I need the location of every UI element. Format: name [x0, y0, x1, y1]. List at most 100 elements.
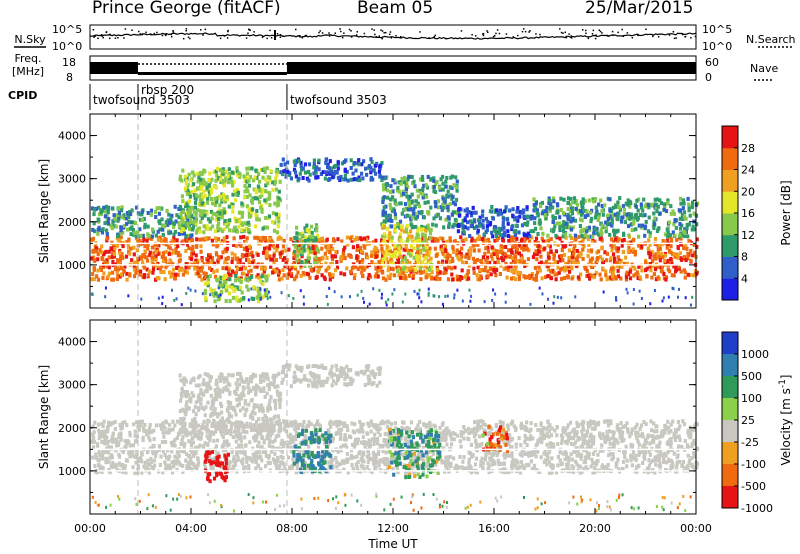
data-cell [266, 181, 270, 186]
data-cell [280, 276, 284, 281]
data-cell [273, 179, 277, 184]
data-cell [298, 232, 302, 236]
data-cell [133, 274, 137, 279]
data-cell [611, 432, 616, 437]
data-cell [266, 239, 270, 244]
data-cell [389, 218, 393, 223]
data-cell [481, 223, 485, 228]
data-cell [212, 438, 216, 443]
data-cell [200, 201, 204, 206]
data-cell [146, 462, 150, 467]
data-cell [218, 211, 222, 216]
data-cell [225, 284, 229, 289]
data-cell [296, 270, 300, 275]
data-cell [350, 421, 354, 426]
data-cells [90, 363, 700, 513]
data-cell [444, 184, 448, 189]
data-cell [176, 453, 181, 458]
data-cell [289, 176, 293, 181]
data-cell [479, 259, 483, 263]
data-cell [189, 457, 193, 462]
data-cell [537, 243, 541, 248]
data-cell [507, 264, 511, 269]
data-cell [515, 247, 519, 252]
data-cell [533, 216, 537, 221]
data-cell [435, 267, 439, 272]
data-cell [486, 237, 490, 242]
data-cell [292, 167, 297, 172]
data-cell [504, 261, 508, 266]
data-cell [245, 245, 249, 250]
nsky-dot [681, 33, 684, 36]
data-cell [216, 237, 221, 242]
data-cell [481, 213, 485, 218]
data-cell [396, 185, 400, 190]
data-cell [284, 248, 288, 253]
nsky-dot [434, 34, 437, 37]
data-cell [135, 248, 139, 253]
data-cell [109, 223, 113, 228]
data-cell [116, 218, 120, 223]
noise-cell [552, 301, 555, 305]
data-cell [583, 199, 587, 204]
data-cell [441, 174, 445, 179]
nsky-dot [622, 35, 625, 38]
data-cell [360, 171, 364, 176]
data-cell [234, 270, 238, 275]
data-cell [381, 460, 385, 465]
data-cell [342, 248, 346, 253]
data-cell [283, 264, 287, 268]
data-cell [681, 233, 685, 237]
data-cell [289, 273, 293, 278]
data-cell [581, 256, 585, 261]
data-cell [107, 249, 111, 254]
data-cell [692, 211, 696, 216]
data-cell [231, 205, 235, 210]
data-cell [308, 229, 312, 234]
data-cell [114, 224, 118, 229]
data-cell [562, 229, 566, 234]
data-cell [121, 230, 125, 235]
data-cell [586, 213, 590, 217]
data-cell [678, 233, 682, 238]
data-cell [376, 460, 380, 465]
data-cell [235, 169, 239, 173]
data-cell [635, 469, 639, 474]
data-cell [129, 220, 133, 225]
data-cell [316, 249, 321, 254]
data-cell [229, 176, 233, 181]
data-cell [415, 239, 419, 244]
data-cell [466, 269, 470, 274]
data-cell [581, 247, 585, 252]
data-cell [350, 240, 354, 245]
data-cell [245, 253, 249, 257]
data-cell [171, 272, 175, 277]
data-cell [382, 205, 386, 210]
data-cell [202, 189, 206, 194]
data-cell [148, 446, 152, 451]
nsky-dot [675, 37, 677, 39]
data-cell [658, 198, 662, 203]
data-cell [554, 277, 558, 282]
data-cell [645, 273, 649, 278]
data-cell [235, 229, 239, 234]
data-cell [225, 224, 229, 229]
data-cell [335, 170, 339, 175]
data-cell [669, 257, 673, 261]
data-cell [654, 237, 658, 241]
data-cell [291, 457, 295, 462]
data-cell [201, 182, 205, 187]
data-cell [343, 177, 348, 182]
data-cell [494, 225, 498, 230]
data-cell [624, 272, 628, 277]
nsearch-label: N.Search [746, 33, 796, 46]
data-cell [613, 259, 617, 264]
nave-tick-min: 0 [705, 71, 712, 84]
data-cell [107, 468, 111, 472]
data-cell [206, 283, 210, 288]
noise-cell [560, 296, 563, 300]
data-cell [180, 267, 185, 272]
data-cell [448, 454, 452, 459]
data-cell [557, 254, 562, 259]
data-cell [268, 438, 272, 443]
